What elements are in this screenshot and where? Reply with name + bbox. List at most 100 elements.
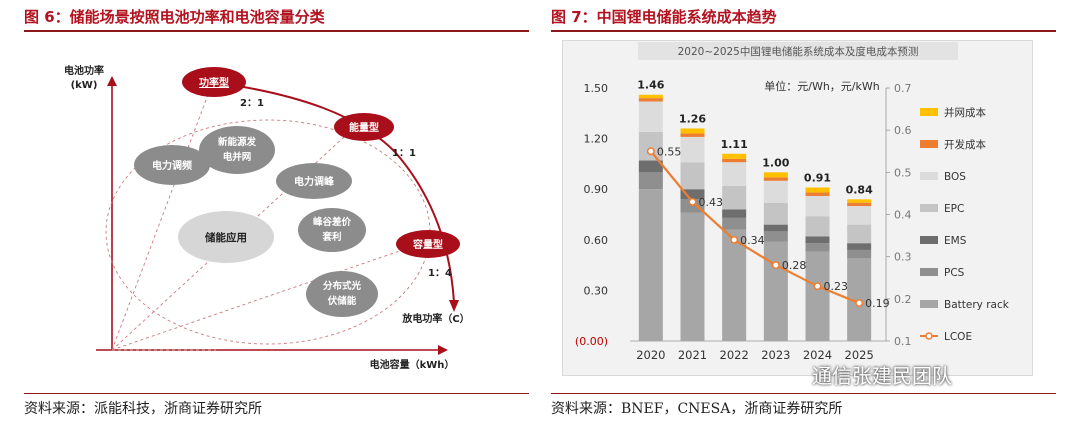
bar-segment [680,199,705,213]
bar-segment [847,206,872,225]
bar-segment [805,216,830,237]
right-axis-tick-label: 0.2 [894,293,912,306]
legend-label: 并网成本 [944,106,986,119]
category-label: 2023 [761,348,790,362]
bar-total-label: 1.26 [679,112,706,125]
lcoe-label: 0.23 [824,280,849,293]
power-type-ratio: 2：1 [240,98,264,109]
capacity-type-oval [396,230,460,258]
figure7-bottom-rule [551,393,1056,394]
lcoe-label: 0.34 [740,234,765,247]
unit-label: 单位：元/Wh，元/kWh [764,79,880,93]
bar-segment [680,189,705,200]
power-type-label: 功率型 [199,76,229,89]
x-axis-arrow-icon [438,345,448,355]
bar-segment [638,94,663,99]
bar-segment [805,192,830,196]
figure7-title-rule [551,30,1056,32]
bar-segment [638,189,663,341]
discharge-curve-arrow-icon [449,300,459,312]
bar-total-label: 0.91 [804,172,831,185]
legend-swatch [920,108,938,116]
legend-swatch [920,140,938,148]
legend-label: EMS [944,235,967,247]
lcoe-label: 0.55 [657,145,682,158]
bar-segment [638,101,663,132]
app-arbitrage-label-1: 峰谷差价 [313,216,352,228]
lcoe-point [730,235,739,244]
lcoe-point [855,299,864,307]
category-label: 2020 [636,348,665,362]
bar-segment [638,172,663,190]
left-axis-tick-label: 1.50 [584,82,609,95]
lcoe-point [813,282,822,291]
right-axis-tick-label: 0.1 [894,335,912,348]
figure7-source: 资料来源：BNEF，CNESA，浙商证券研究所 [551,401,843,417]
bar-segment [763,224,788,232]
app-distributed-label-1: 分布式光 [323,280,362,292]
app-storage-oval [178,211,274,263]
app-peak-oval [276,163,352,199]
category-label: 2022 [720,348,749,362]
bar-segment [722,162,747,186]
left-axis-tick-label: 0.90 [584,183,609,196]
energy-type-ratio: 1：1 [392,148,416,159]
right-axis-tick-label: 0.3 [894,251,912,264]
app-frequency-oval [134,145,210,185]
legend-label: LCOE [944,331,972,343]
legend-label: EPC [944,203,964,215]
category-label: 2024 [803,348,832,362]
discharge-curve-label: 放电功率（C） [401,312,469,325]
x-axis-label: 电池容量（kWh） [370,358,455,371]
bar-segment [680,136,705,163]
bar-total-label: 0.84 [846,183,873,196]
left-axis-tick-label: 0.60 [584,234,609,247]
bar-total-label: 1.11 [721,138,748,151]
bar-segment [722,153,747,159]
bar-segment [722,209,747,218]
y-axis-unit: (kW) [71,80,98,91]
bar-segment [638,160,663,173]
right-axis-tick-label: 0.5 [894,166,912,179]
legend-swatch [920,204,938,212]
app-renewable-label-2: 电并网 [223,151,252,163]
legend-swatch [920,300,938,308]
figure7-title: 图 7：中国锂电储能系统成本趋势 [551,8,777,26]
bar-segment [805,195,830,217]
right-axis-tick-label: 0.6 [894,124,912,137]
lcoe-point [688,197,697,206]
capacity-type-label: 容量型 [412,238,443,251]
y-axis-label: 电池功率 [64,64,104,77]
bar-segment [763,202,788,225]
figure6-source: 资料来源：派能科技，浙商证券研究所 [24,401,262,417]
app-arbitrage-oval [298,208,366,252]
category-label: 2025 [845,348,874,362]
category-label: 2021 [678,348,707,362]
y-axis-arrow-icon [107,76,117,86]
left-axis-tick-label: 1.20 [584,133,609,146]
legend-label: BOS [944,171,966,183]
bar-segment [680,133,705,137]
chart-title: 2020~2025中国锂电储能系统成本及度电成本预测 [678,45,919,58]
bar-segment [722,185,747,210]
lcoe-label: 0.19 [865,297,890,310]
bar-segment [763,172,788,178]
bar-segment [763,231,788,242]
app-distributed-label-2: 伏储能 [328,295,357,307]
right-axis-tick-label: 0.7 [894,82,912,95]
app-peak-label: 电力调峰 [294,175,335,188]
bar-segment [722,229,747,341]
legend-swatch-marker [925,332,933,340]
bar-segment [638,98,663,102]
bar-segment [680,128,705,134]
bar-segment [763,180,788,203]
bar-segment [805,243,830,252]
legend-swatch [920,268,938,276]
left-axis-tick-label: 0.30 [584,284,609,297]
bar-segment [805,251,830,341]
lcoe-label: 0.43 [699,196,724,209]
figure6-title: 图 6：储能场景按照电池功率和电池容量分类 [24,8,325,26]
app-renewable-label-1: 新能源发 [218,136,257,148]
lcoe-point [646,147,655,156]
legend-swatch [920,172,938,180]
